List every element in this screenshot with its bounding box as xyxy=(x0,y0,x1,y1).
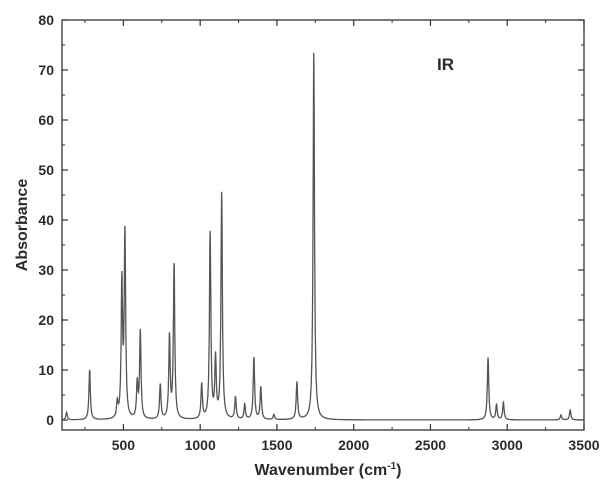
peak-point xyxy=(117,405,118,406)
peak-point xyxy=(235,397,236,398)
x-tick-label: 500 xyxy=(112,437,136,453)
peak-point xyxy=(137,385,138,386)
peak-point xyxy=(570,410,571,411)
x-axis-title: Wavenumber (cm-1) xyxy=(254,461,401,479)
peak-point xyxy=(124,235,125,236)
x-tick-label: 1000 xyxy=(185,437,216,453)
peak-point xyxy=(296,382,297,383)
peak-point xyxy=(244,405,245,406)
peak-point xyxy=(221,192,222,193)
peak-point xyxy=(253,357,254,358)
peak-point xyxy=(89,370,90,371)
y-tick-label: 0 xyxy=(46,412,54,428)
y-tick-label: 60 xyxy=(38,112,54,128)
spectrum-line xyxy=(61,52,584,421)
x-axis-title-main: Wavenumber (cm xyxy=(254,462,387,479)
y-tick-label: 40 xyxy=(38,212,54,228)
x-tick-label: 1500 xyxy=(261,437,292,453)
x-axis-ticks: 500 1000 1500 2000 2500 3000 3500 xyxy=(84,20,600,453)
y-axis-title: Absorbance xyxy=(14,179,31,272)
peak-point xyxy=(273,415,274,416)
peak-point xyxy=(496,405,497,406)
x-axis-title-superscript: -1 xyxy=(387,461,396,472)
y-axis-ticks: 0 10 20 30 40 50 60 70 80 xyxy=(38,12,584,428)
x-tick-label: 2500 xyxy=(415,437,446,453)
peak-point xyxy=(160,385,161,386)
y-tick-label: 20 xyxy=(38,312,54,328)
peak-point xyxy=(210,232,211,233)
x-tick-label: 3500 xyxy=(568,437,599,453)
peak-point xyxy=(260,387,261,388)
peak-point xyxy=(174,265,175,266)
y-tick-label: 70 xyxy=(38,62,54,78)
peak-point xyxy=(121,285,122,286)
y-tick-label: 80 xyxy=(38,12,54,28)
x-axis-title-suffix: ) xyxy=(396,462,401,479)
y-tick-label: 30 xyxy=(38,262,54,278)
peak-point xyxy=(66,412,67,413)
peak-point xyxy=(488,357,489,358)
peak-point xyxy=(215,360,216,361)
x-tick-label: 3000 xyxy=(492,437,523,453)
y-tick-label: 10 xyxy=(38,362,54,378)
peak-point xyxy=(201,385,202,386)
y-tick-label: 50 xyxy=(38,162,54,178)
plot-frame xyxy=(61,19,585,431)
peak-point xyxy=(140,332,141,333)
peak-point xyxy=(313,50,314,51)
peak-point xyxy=(503,402,504,403)
x-tick-label: 2000 xyxy=(338,437,369,453)
series-layer xyxy=(61,50,584,421)
peak-point xyxy=(560,415,561,416)
chart-annotation: IR xyxy=(437,55,454,74)
peak-point xyxy=(169,337,170,338)
